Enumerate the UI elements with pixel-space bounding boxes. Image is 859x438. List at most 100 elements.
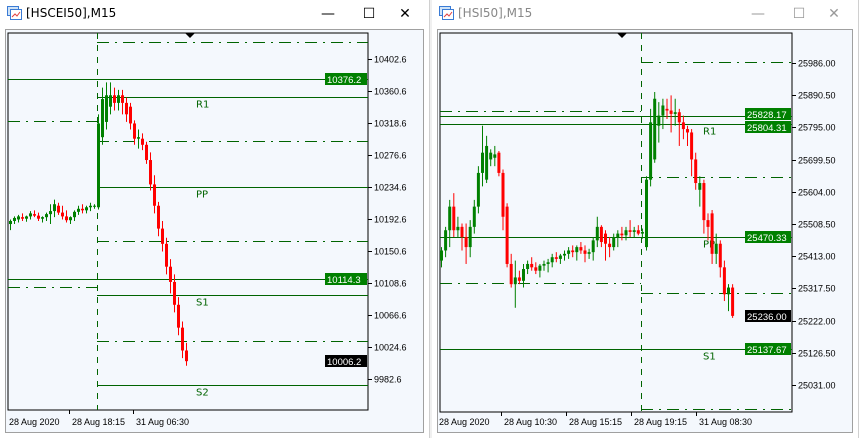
candle-body: [456, 226, 460, 231]
candle-body: [645, 179, 648, 248]
price-tick-label: 25222.00: [798, 317, 836, 327]
candle-body: [710, 213, 714, 254]
candle-body: [620, 233, 624, 236]
window-titlebar[interactable]: [HSI50],M15 — ☐ ✕: [432, 0, 858, 29]
candle-body: [567, 250, 571, 254]
price-tick-label: 10024.6: [374, 343, 407, 353]
candle-body: [636, 230, 640, 234]
pivot-label-r1: R1: [703, 127, 716, 138]
candle-body: [185, 350, 188, 362]
candle-body: [624, 230, 628, 236]
minimize-icon[interactable]: —: [751, 6, 765, 22]
candle-body: [686, 129, 689, 133]
price-tag-label: 10006.2: [327, 357, 361, 368]
candle-body: [628, 230, 632, 232]
candle-body: [522, 269, 525, 281]
candle-body: [41, 217, 44, 219]
maximize-icon[interactable]: ☐: [792, 6, 806, 22]
candle-body: [517, 277, 521, 281]
price-tag: [745, 231, 791, 243]
price-tick-label: 10108.6: [374, 279, 407, 289]
candle-body: [702, 183, 706, 221]
pivot-label-pp: PP: [196, 190, 208, 201]
candle-body: [526, 263, 530, 270]
candle-body: [25, 216, 28, 219]
candle-body: [157, 205, 160, 229]
candle-body: [129, 106, 132, 124]
candle-body: [653, 98, 657, 160]
pivot-label-r1: R1: [196, 100, 209, 111]
candle-body: [113, 95, 116, 103]
candle-body: [694, 159, 698, 184]
candle-body: [509, 263, 513, 285]
candle-body: [698, 183, 702, 190]
candle-body: [33, 214, 36, 216]
price-chart[interactable]: R1 PP S1 S2 10402.6 10360.6 10318.6 10276.6 1023…: [0, 0, 430, 438]
price-chart[interactable]: R1 PP S1 25986.00 25890.50 25795.00 25699.50 25…: [432, 0, 859, 438]
candle-body: [181, 327, 184, 351]
price-tick-label: 25413.00: [798, 252, 836, 262]
close-icon[interactable]: ✕: [399, 6, 411, 22]
price-tag: [745, 343, 791, 355]
price-tag: [325, 273, 367, 285]
candle-body: [101, 99, 104, 138]
minimize-icon[interactable]: —: [321, 6, 335, 22]
price-tick-label: 10402.6: [374, 55, 407, 65]
price-tick-label: 25986.00: [798, 59, 836, 69]
candle-body: [61, 212, 64, 217]
time-axis-label: 28 Aug 18:15: [72, 417, 126, 427]
candle-body: [571, 250, 575, 253]
window-titlebar[interactable]: [HSCEI50],M15 — ☐ ✕: [0, 0, 429, 29]
candle-body: [681, 122, 685, 130]
price-tick-label: 25699.50: [798, 156, 836, 166]
price-tick-label: 10192.6: [374, 215, 407, 225]
time-axis-label: 28 Aug 2020: [439, 417, 490, 427]
candle-body: [673, 112, 677, 114]
candle-body: [591, 240, 595, 253]
window-title: [HSCEI50],M15: [26, 6, 117, 20]
pivot-label-s2: S2: [196, 388, 209, 399]
time-axis-label: 31 Aug 08:30: [699, 417, 753, 427]
candle-body: [669, 110, 673, 114]
price-tick-label: 9982.6: [374, 375, 402, 385]
chart-window-hscei50[interactable]: [HSCEI50],M15 — ☐ ✕ R1 PP S1 S2 10402.6 10360…: [0, 0, 430, 438]
price-tick-label: 25317.50: [798, 284, 836, 294]
candle-body: [169, 266, 172, 282]
candle-body: [608, 243, 612, 248]
price-tag: [745, 121, 791, 133]
candle-body: [13, 217, 16, 221]
candle-body: [706, 220, 710, 227]
candle-body: [460, 226, 464, 237]
candle-body: [137, 137, 140, 139]
candle-body: [472, 206, 476, 227]
candle-body: [149, 160, 152, 185]
candle-body: [81, 208, 84, 211]
candle-body: [468, 226, 472, 248]
time-axis-label: 28 Aug 15:15: [569, 417, 623, 427]
candle-body: [579, 247, 583, 251]
price-tick-label: 10066.6: [374, 311, 407, 321]
candle-body: [604, 233, 607, 244]
price-tick-label: 25126.50: [798, 349, 836, 359]
candle-body: [145, 144, 148, 161]
close-icon[interactable]: ✕: [828, 6, 840, 22]
pivot-label-pp: PP: [703, 240, 715, 251]
window-title: [HSI50],M15: [458, 6, 533, 20]
candle-body: [89, 205, 92, 208]
candle-body: [481, 152, 484, 173]
price-tick-label: 25890.50: [798, 91, 836, 101]
time-axis-label: 28 Aug 19:15: [634, 417, 688, 427]
candle-body: [133, 123, 136, 139]
candle-body: [534, 267, 538, 271]
candle-body: [93, 205, 96, 207]
candle-body: [97, 123, 100, 208]
price-tick-label: 10360.6: [374, 87, 407, 97]
candle-body: [125, 102, 128, 115]
chart-window-hsi50[interactable]: [HSI50],M15 — ☐ ✕ R1 PP S1 25986.00 25890.50…: [432, 0, 859, 438]
candle-body: [9, 220, 12, 225]
candle-body: [448, 206, 452, 231]
maximize-icon[interactable]: ☐: [362, 6, 376, 22]
candle-body: [141, 138, 144, 145]
price-tick-label: 10234.6: [374, 183, 407, 193]
candle-body: [665, 108, 669, 111]
